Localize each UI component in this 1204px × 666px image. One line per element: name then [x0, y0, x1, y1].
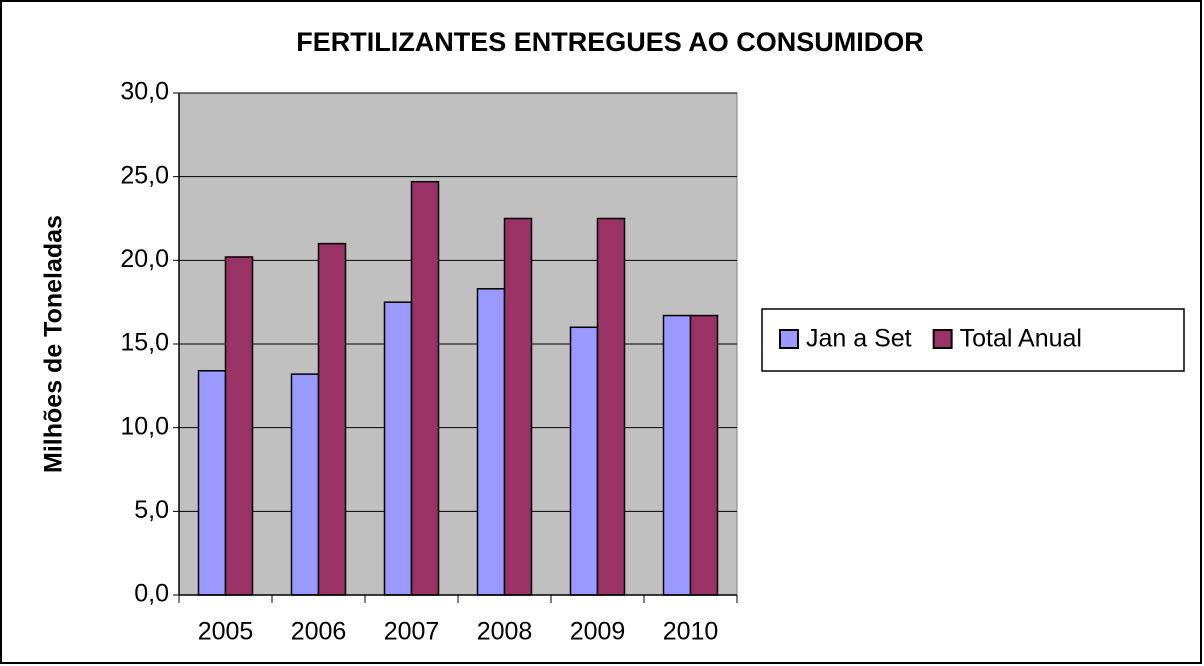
- bar: [662, 314, 692, 596]
- bar: [224, 256, 254, 596]
- bar: [383, 301, 413, 596]
- bar: [689, 314, 719, 596]
- bar: [476, 288, 506, 596]
- bar: [317, 242, 347, 596]
- legend-label: Jan a Set: [806, 325, 912, 353]
- legend-swatch: [779, 329, 799, 349]
- legend-label: Total Anual: [960, 325, 1082, 353]
- x-tick-label: 2007: [384, 618, 440, 646]
- bar: [596, 217, 626, 596]
- chart-title: FERTILIZANTES ENTREGUES AO CONSUMIDOR: [296, 27, 924, 57]
- y-tick-label: 5,0: [134, 496, 169, 524]
- x-tick-label: 2008: [477, 618, 533, 646]
- bar: [197, 370, 227, 596]
- bar: [410, 180, 440, 596]
- y-tick-label: 25,0: [120, 161, 169, 189]
- y-tick-label: 30,0: [120, 78, 169, 106]
- y-tick-label: 20,0: [120, 245, 169, 273]
- bar: [569, 326, 599, 596]
- bar: [290, 373, 320, 596]
- y-tick-label: 15,0: [120, 329, 169, 357]
- legend-box: [761, 308, 1185, 372]
- legend-swatch: [932, 329, 953, 349]
- x-tick-label: 2006: [291, 618, 347, 646]
- bar: [503, 217, 533, 596]
- y-axis-label: Milhões de Toneladas: [40, 215, 68, 473]
- x-tick-label: 2009: [570, 618, 626, 646]
- y-tick-label: 10,0: [120, 412, 169, 440]
- y-tick-label: 0,0: [134, 580, 169, 608]
- x-tick-label: 2005: [198, 618, 254, 646]
- x-tick-label: 2010: [663, 618, 719, 646]
